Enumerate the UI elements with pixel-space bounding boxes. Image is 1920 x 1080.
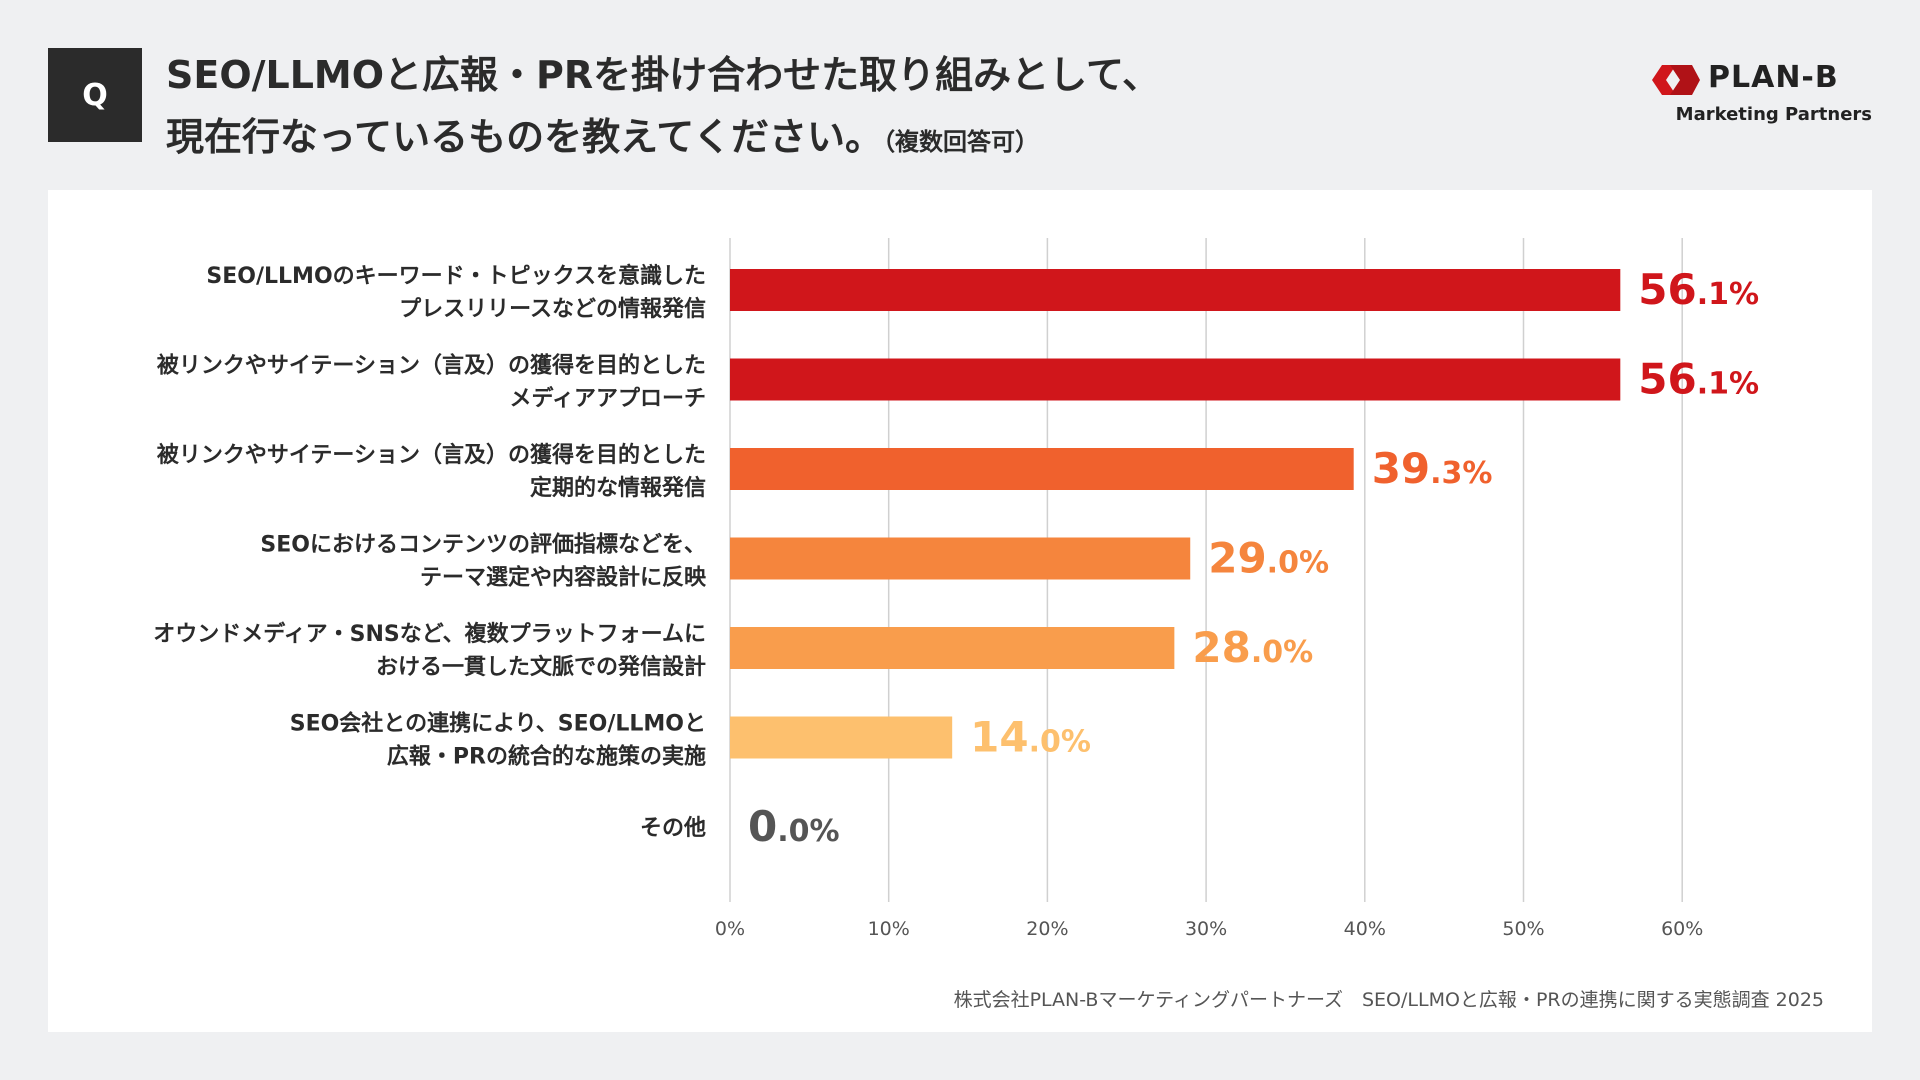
bar-2 (730, 448, 1354, 490)
value-label-6-int: 0 (748, 802, 777, 851)
category-label-2-line-1: 定期的な情報発信 (530, 475, 706, 501)
category-label-4-line-0: オウンドメディア・SNSなど、複数プラットフォームに (153, 621, 706, 647)
category-label-5: SEO会社との連携により、SEO/LLMOと広報・PRの統合的な施策の実施 (290, 711, 706, 770)
question-badge: Q (48, 48, 142, 142)
category-label-2-line-0: 被リンクやサイテーション（言及）の獲得を目的とした (157, 442, 706, 468)
category-label-4-line-1: おける一貫した文脈での発信設計 (376, 654, 706, 680)
x-tick-label-6: 60% (1661, 918, 1703, 940)
logo-shape-left (1652, 65, 1676, 95)
value-label-2-dec: .3% (1430, 456, 1492, 491)
logo-subtitle: Marketing Partners (1675, 104, 1872, 125)
plan-b-logo: PLAN-B Marketing Partners (1652, 60, 1872, 130)
bar-chart: 0% 10% 20% 30% 40% 50% 60% SEO/LLMOのキーワード・トピックス… (153, 238, 1759, 940)
plan-b-logo-icon (1652, 65, 1700, 95)
value-label-0: 56.1% (1638, 265, 1759, 314)
value-label-2-int: 39 (1372, 444, 1430, 493)
question-line-2: 現在行なっているものを教えてください。（複数回答可） (166, 106, 1466, 173)
category-label-0: SEO/LLMOのキーワード・トピックスを意識したプレスリリースなどの情報発信 (206, 263, 706, 322)
logo-name: PLAN-B (1708, 60, 1839, 95)
value-label-5-dec: .0% (1029, 725, 1091, 760)
value-label-4: 28.0% (1192, 623, 1313, 672)
question-note: （複数回答可） (883, 128, 1040, 156)
category-label-5-line-0: SEO会社との連携により、SEO/LLMOと (290, 711, 706, 737)
value-label-4-dec: .0% (1251, 635, 1313, 670)
category-label-1-line-1: メディアアプローチ (510, 386, 706, 412)
x-tick-label-3: 30% (1185, 918, 1227, 940)
category-label-6: その他 (640, 816, 706, 841)
bar-5 (730, 716, 953, 759)
chart-card: 0% 10% 20% 30% 40% 50% 60% SEO/LLMOのキーワード・トピックス… (48, 190, 1872, 1032)
category-label-1-line-0: 被リンクやサイテーション（言及）の獲得を目的とした (157, 353, 706, 379)
category-label-3: SEOにおけるコンテンツの評価指標などを、テーマ選定や内容設計に反映 (260, 532, 707, 591)
value-label-6: 0.0% (748, 802, 840, 851)
bar-1 (730, 358, 1621, 401)
value-label-3-int: 29 (1208, 534, 1266, 583)
x-tick-label-5: 50% (1502, 918, 1544, 940)
question-line-1: SEO/LLMOと広報・PRを掛け合わせた取り組みとして、 (166, 53, 1161, 97)
value-label-0-dec: .1% (1697, 277, 1759, 312)
category-label-3-line-1: テーマ選定や内容設計に反映 (420, 565, 707, 591)
value-label-3: 29.0% (1208, 534, 1329, 583)
value-label-3-dec: .0% (1267, 546, 1329, 581)
bar-3 (730, 537, 1191, 580)
value-label-0-int: 56 (1638, 265, 1696, 314)
category-label-0-line-0: SEO/LLMOのキーワード・トピックスを意識した (206, 263, 706, 289)
value-label-1: 56.1% (1638, 355, 1759, 404)
logo-shape-right (1670, 65, 1700, 95)
value-label-1-int: 56 (1638, 355, 1696, 404)
x-tick-label-2: 20% (1026, 918, 1068, 940)
category-label-4: オウンドメディア・SNSなど、複数プラットフォームにおける一貫した文脈での発信設… (153, 621, 706, 680)
value-label-4-int: 28 (1192, 623, 1250, 672)
category-label-0-line-1: プレスリリースなどの情報発信 (399, 296, 706, 322)
category-label-3-line-0: SEOにおけるコンテンツの評価指標などを、 (260, 532, 706, 558)
source-note: 株式会社PLAN-Bマーケティングパートナーズ SEO/LLMOと広報・PRの連… (953, 989, 1824, 1011)
value-label-5: 14.0% (970, 713, 1091, 762)
category-label-2: 被リンクやサイテーション（言及）の獲得を目的とした定期的な情報発信 (157, 442, 706, 501)
category-label-1: 被リンクやサイテーション（言及）の獲得を目的としたメディアアプローチ (157, 353, 706, 412)
bar-0 (730, 269, 1621, 311)
category-label-5-line-1: 広報・PRの統合的な施策の実施 (387, 744, 706, 770)
value-label-1-dec: .1% (1697, 367, 1759, 402)
value-label-6-dec: .0% (777, 814, 839, 849)
value-label-5-int: 14 (970, 713, 1028, 762)
bar-4 (730, 627, 1175, 669)
x-tick-label-0: 0% (715, 918, 745, 940)
x-tick-label-4: 40% (1344, 918, 1386, 940)
x-tick-label-1: 10% (868, 918, 910, 940)
question-line-2-text: 現在行なっているものを教えてください。 (166, 115, 884, 159)
question-title: SEO/LLMOと広報・PRを掛け合わせた取り組みとして、 現在行なっているもの… (166, 44, 1466, 173)
value-label-2: 39.3% (1372, 444, 1493, 493)
